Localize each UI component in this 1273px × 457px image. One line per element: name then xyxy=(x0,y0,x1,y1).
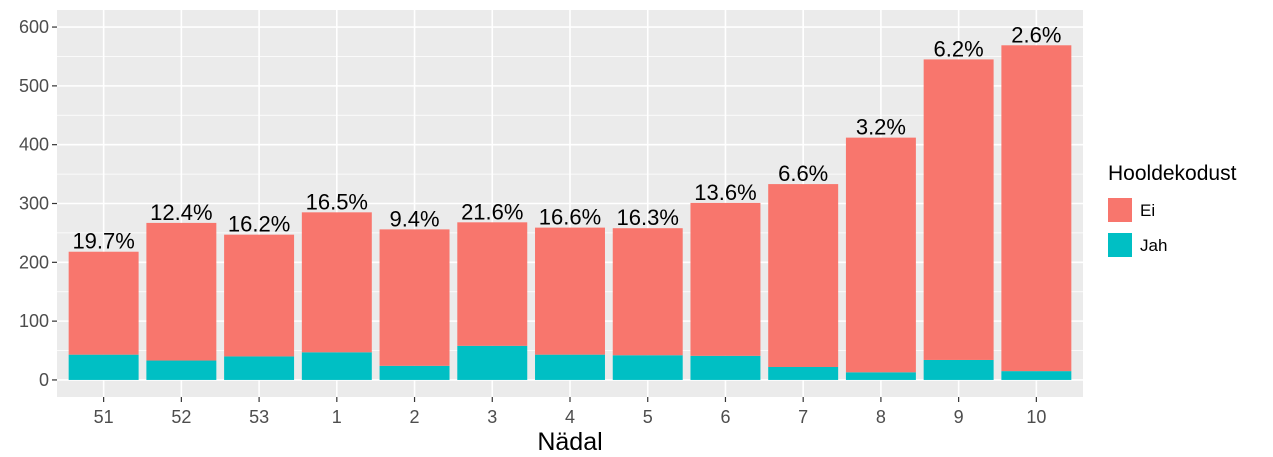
y-tick-label: 100 xyxy=(19,311,49,331)
share-label: 16.2% xyxy=(228,212,290,237)
bar-segment xyxy=(68,354,139,380)
x-tick-label: 52 xyxy=(171,407,191,427)
share-label: 6.6% xyxy=(778,161,828,186)
legend-key xyxy=(1108,198,1132,222)
bar-segment xyxy=(612,355,683,380)
y-tick-label: 400 xyxy=(19,135,49,155)
share-label: 21.6% xyxy=(461,199,523,224)
x-tick-label: 3 xyxy=(487,407,497,427)
y-tick-label: 600 xyxy=(19,17,49,37)
share-label: 16.3% xyxy=(617,205,679,230)
bar-segment xyxy=(768,184,839,368)
bar-segment xyxy=(379,229,450,366)
x-tick-label: 53 xyxy=(249,407,269,427)
y-tick-label: 500 xyxy=(19,76,49,96)
x-tick-label: 6 xyxy=(720,407,730,427)
bar-segment xyxy=(535,354,605,380)
bar-segment xyxy=(923,359,994,380)
legend-label: Jah xyxy=(1140,236,1167,255)
legend-key xyxy=(1108,233,1132,257)
share-label: 2.6% xyxy=(1011,22,1061,47)
share-label: 9.4% xyxy=(389,206,439,231)
y-tick-label: 0 xyxy=(39,370,49,390)
bar-segment xyxy=(224,356,295,380)
x-tick-label: 7 xyxy=(798,407,808,427)
y-tick-label: 300 xyxy=(19,194,49,214)
share-label: 19.7% xyxy=(72,229,134,254)
bar-segment xyxy=(457,222,528,346)
bar-segment xyxy=(690,355,761,380)
share-label: 16.5% xyxy=(306,189,368,214)
x-tick-label: 4 xyxy=(565,407,575,427)
bar-segment xyxy=(845,372,916,380)
share-label: 12.4% xyxy=(150,200,212,225)
bar-segment xyxy=(146,222,217,361)
bar-segment xyxy=(1001,371,1072,380)
x-tick-label: 2 xyxy=(410,407,420,427)
share-label: 6.2% xyxy=(934,36,984,61)
x-tick-label: 10 xyxy=(1026,407,1046,427)
x-tick-label: 9 xyxy=(954,407,964,427)
x-tick-label: 5 xyxy=(643,407,653,427)
share-label: 16.6% xyxy=(539,205,601,230)
bar-segment xyxy=(224,234,295,357)
bar-segment xyxy=(923,59,994,360)
legend-label: Ei xyxy=(1140,201,1155,220)
bar-segment xyxy=(690,202,761,356)
bar-segment xyxy=(68,251,139,355)
bar-segment xyxy=(146,360,217,380)
x-axis-label: Nädal xyxy=(537,428,602,456)
x-tick-label: 1 xyxy=(332,407,342,427)
bar-segment xyxy=(612,228,683,356)
bar-segment xyxy=(535,227,605,355)
bar-segment xyxy=(1001,45,1072,372)
bar-segment xyxy=(457,345,528,380)
x-tick-label: 8 xyxy=(876,407,886,427)
bar-segment xyxy=(301,352,372,380)
x-tick-label: 51 xyxy=(94,407,114,427)
bar-segment xyxy=(768,367,839,380)
bar-segment xyxy=(301,212,372,353)
legend-title: Hooldekodust xyxy=(1108,162,1237,185)
bar-segment xyxy=(845,137,916,373)
y-tick-label: 200 xyxy=(19,252,49,272)
share-label: 13.6% xyxy=(694,180,756,205)
bar-segment xyxy=(379,365,450,380)
share-label: 3.2% xyxy=(856,115,906,140)
